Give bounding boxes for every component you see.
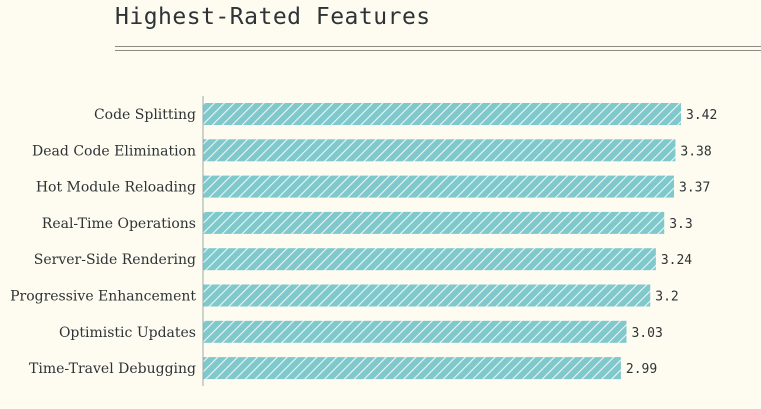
bar <box>203 248 656 271</box>
category-label: Server-Side Rendering <box>34 252 196 268</box>
value-label: 3.2 <box>655 290 678 305</box>
value-label: 3.24 <box>661 253 692 268</box>
category-label: Dead Code Elimination <box>32 143 196 159</box>
bar <box>203 139 676 162</box>
bar <box>203 357 621 380</box>
value-label: 3.03 <box>631 326 662 341</box>
value-label: 3.3 <box>669 217 692 232</box>
category-label: Optimistic Updates <box>59 325 196 341</box>
category-label: Hot Module Reloading <box>36 180 196 196</box>
category-label: Time-Travel Debugging <box>29 361 196 377</box>
category-label: Code Splitting <box>94 107 196 123</box>
bar <box>203 175 675 198</box>
bar <box>203 284 651 307</box>
value-label: 3.38 <box>680 144 711 159</box>
chart-title: Highest-Rated Features <box>115 4 431 30</box>
title-underline-second <box>115 50 761 51</box>
bar <box>203 320 627 343</box>
value-label: 2.99 <box>626 362 657 377</box>
bar <box>203 103 681 125</box>
bar <box>203 211 665 234</box>
category-label: Progressive Enhancement <box>10 289 196 305</box>
title-underline <box>115 46 761 47</box>
category-label: Real-Time Operations <box>42 216 196 232</box>
value-label: 3.37 <box>679 181 710 196</box>
value-label: 3.42 <box>686 108 717 123</box>
bars-group: Code Splitting 3.42 Dead Code Elimination 3… <box>10 103 717 380</box>
